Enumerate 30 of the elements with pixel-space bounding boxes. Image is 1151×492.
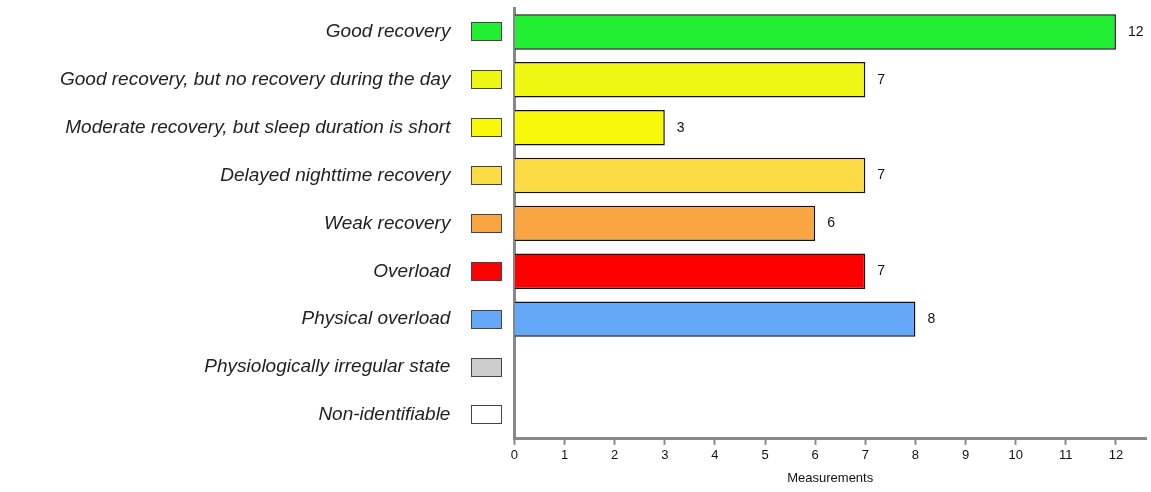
x-tick-label: 2 <box>611 447 619 463</box>
x-tick-label: 5 <box>761 447 769 463</box>
y-tick-label: Delayed nighttime recovery <box>220 163 452 185</box>
x-axis-title: Measurements <box>787 469 874 485</box>
x-tick-label: 9 <box>961 447 970 463</box>
data-label: 8 <box>927 309 936 326</box>
data-label: 6 <box>827 214 836 231</box>
data-label: 7 <box>877 70 886 87</box>
y-tick-label: Moderate recovery, but sleep duration is short <box>65 115 452 137</box>
x-tick-label: 1 <box>560 447 569 463</box>
data-label: 7 <box>877 262 886 279</box>
x-tick-label: 10 <box>1008 447 1023 463</box>
data-label: 12 <box>1127 22 1144 39</box>
x-tick-label: 4 <box>711 447 719 463</box>
y-tick-label: Good recovery <box>325 20 452 42</box>
y-tick-label: Physical overload <box>301 307 452 329</box>
x-tick-label: 11 <box>1059 447 1073 463</box>
x-tick-label: 7 <box>861 447 869 463</box>
x-tick-label: 12 <box>1108 447 1124 463</box>
y-tick-label: Overload <box>373 259 452 281</box>
data-label: 3 <box>676 118 685 135</box>
x-tick-label: 6 <box>811 447 819 463</box>
y-tick-label: Physiologically irregular state <box>204 355 451 377</box>
x-tick-label: 3 <box>661 447 669 463</box>
x-tick-label: 8 <box>911 447 920 463</box>
y-tick-label: Good recovery, but no recovery during the day <box>60 68 452 90</box>
data-label: 7 <box>877 166 886 183</box>
x-tick-label: 0 <box>510 447 519 463</box>
y-tick-label: Weak recovery <box>324 211 452 233</box>
y-tick-label: Non-identifiable <box>318 403 451 425</box>
